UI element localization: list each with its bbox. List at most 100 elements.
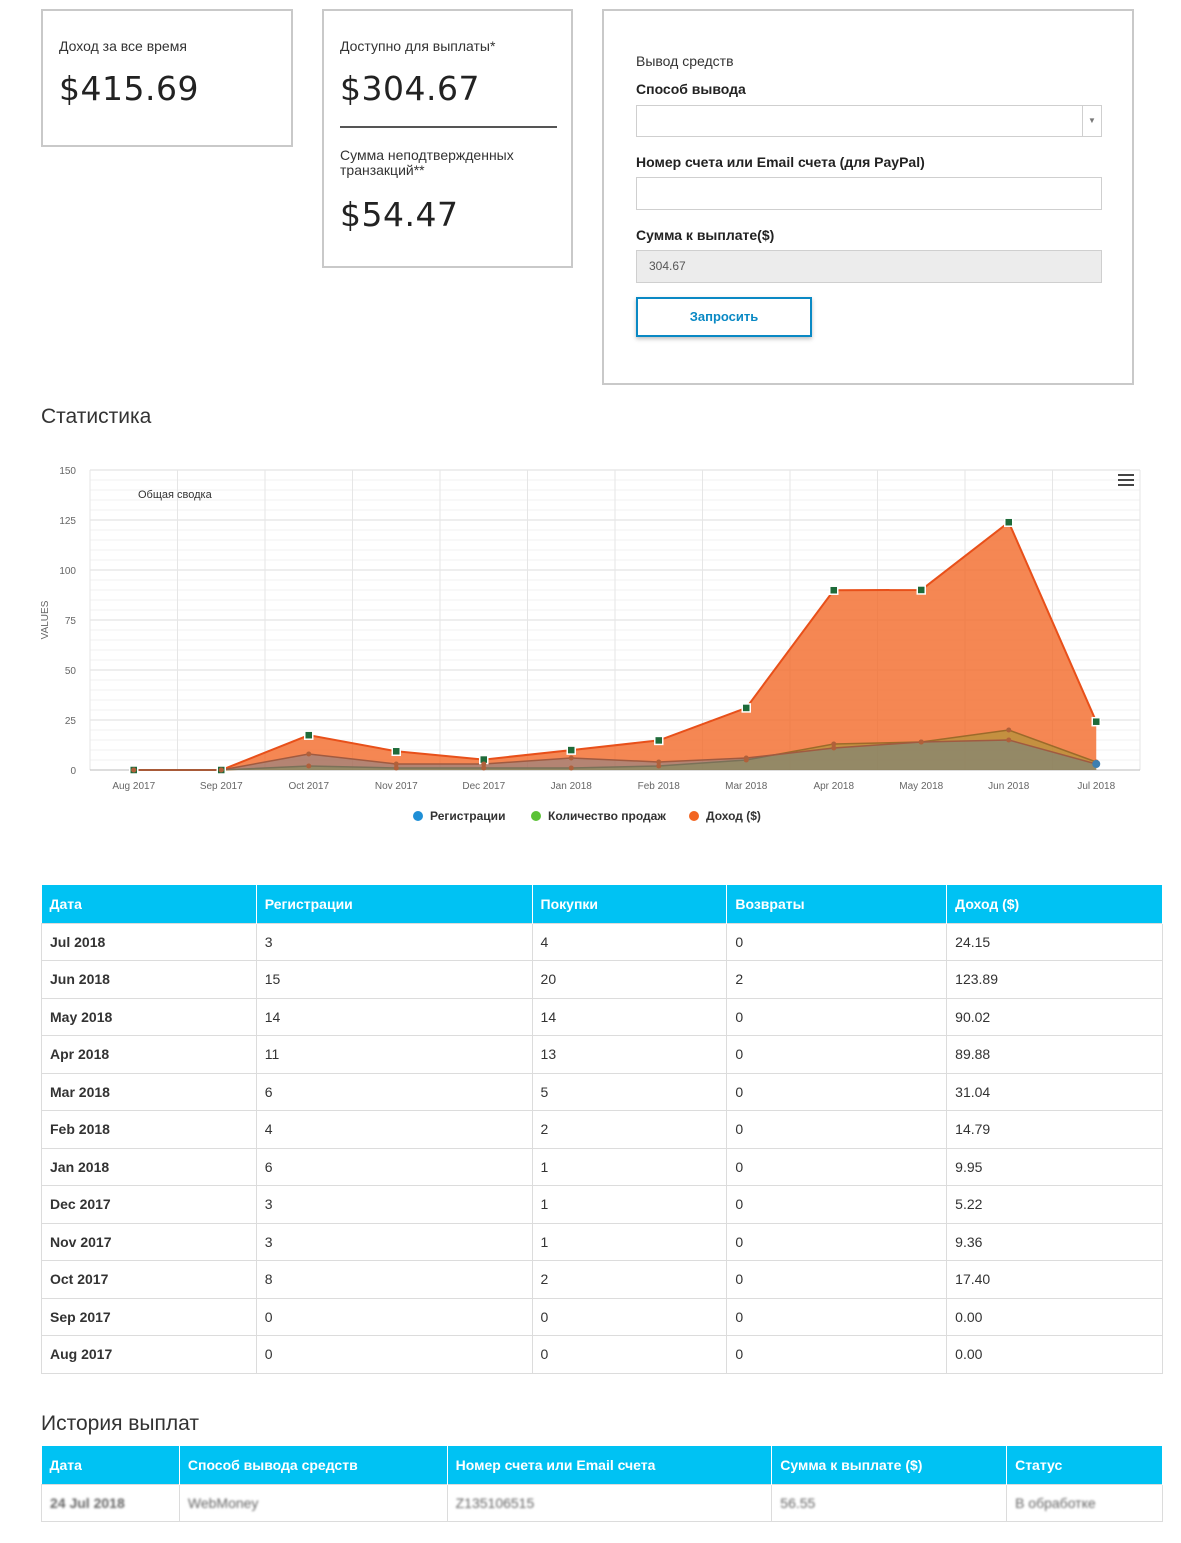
- table-cell: 14: [531, 997, 728, 1036]
- y-tick-label: 75: [65, 616, 77, 627]
- table-row: May 2018 14 14 0 90.02: [41, 997, 1163, 1036]
- table-cell: 4: [531, 922, 728, 961]
- data-point: [916, 585, 926, 595]
- table-cell: 6: [255, 1147, 533, 1186]
- data-point: [568, 755, 574, 761]
- total-income-value: $415.69: [59, 69, 199, 108]
- table-cell: 8: [255, 1260, 533, 1299]
- request-button[interactable]: Запросить: [636, 297, 812, 337]
- x-tick-label: Jun 2018: [988, 781, 1030, 792]
- table-row: Dec 2017 3 1 0 5.22: [41, 1185, 1163, 1224]
- data-point: [656, 763, 662, 769]
- data-point: [131, 767, 137, 773]
- table-row: Feb 2018 4 2 0 14.79: [41, 1110, 1163, 1149]
- payout-history-title: История выплат: [41, 1412, 199, 1435]
- table-cell: 0: [255, 1335, 533, 1374]
- payout-col-header: Сумма к выплате ($): [771, 1446, 1008, 1484]
- table-cell: 123.89: [946, 960, 1163, 999]
- y-tick-label: 50: [65, 666, 77, 677]
- table-cell: 0.00: [946, 1297, 1163, 1336]
- legend-marker: [413, 811, 423, 821]
- table-cell: Z135106515: [446, 1483, 773, 1522]
- chart-title: Общая сводка: [138, 489, 213, 501]
- unconfirmed-label: Сумма неподтвержденных транзакций**: [340, 147, 514, 178]
- table-cell: Aug 2017: [41, 1335, 257, 1374]
- table-cell: 15: [255, 960, 533, 999]
- x-tick-label: Jan 2018: [551, 781, 593, 792]
- table-cell: 0: [726, 1147, 948, 1186]
- account-label: Номер счета или Email счета (для PayPal): [636, 154, 925, 170]
- card-divider: [340, 126, 557, 128]
- stats-col-header: Дата: [41, 885, 257, 923]
- table-cell: 5.22: [946, 1185, 1163, 1224]
- table-row: Apr 2018 11 13 0 89.88: [41, 1035, 1163, 1074]
- stats-title: Статистика: [41, 405, 152, 428]
- table-cell: Jun 2018: [41, 960, 257, 999]
- payout-col-header: Дата: [41, 1446, 180, 1484]
- x-tick-label: Apr 2018: [813, 781, 854, 792]
- table-cell: Nov 2017: [41, 1222, 257, 1261]
- table-row: Mar 2018 6 5 0 31.04: [41, 1072, 1163, 1111]
- table-cell: 0: [531, 1297, 728, 1336]
- table-cell: 0: [726, 1335, 948, 1374]
- x-tick-label: Nov 2017: [375, 781, 418, 792]
- stats-table: Дата Регистрации Покупки Возвраты Доход ($) …: [41, 885, 1163, 1374]
- y-axis-label: VALUES: [40, 600, 51, 639]
- series-area: [133, 740, 1097, 770]
- table-cell: 24 Jul 2018: [41, 1483, 180, 1522]
- table-cell: 11: [255, 1035, 533, 1074]
- data-point: [481, 761, 487, 767]
- data-point: [393, 761, 399, 767]
- data-point: [656, 759, 662, 765]
- data-point: [741, 703, 751, 713]
- table-row: 24 Jul 2018 WebMoney Z135106515 56.55 В обра…: [41, 1483, 1163, 1522]
- table-cell: Oct 2017: [41, 1260, 257, 1299]
- stats-chart-svg: 0 25 50 75 100 125 150 VALUES Aug 2017 Sep 2017 Oc…: [40, 466, 1141, 823]
- table-cell: 0: [726, 922, 948, 961]
- table-cell: WebMoney: [178, 1483, 448, 1522]
- series-area: [133, 522, 1097, 770]
- table-cell: 0: [726, 1260, 948, 1299]
- table-cell: 6: [255, 1072, 533, 1111]
- table-cell: 90.02: [946, 997, 1163, 1036]
- data-point: [1006, 727, 1012, 733]
- payout-table-header: Дата Способ вывода средств Номер счета или…: [41, 1446, 1163, 1484]
- table-cell: 17.40: [946, 1260, 1163, 1299]
- method-label: Способ вывода: [636, 81, 746, 97]
- table-cell: 0: [726, 1185, 948, 1224]
- stats-col-header: Доход ($): [946, 885, 1163, 923]
- data-point: [831, 745, 837, 751]
- chevron-down-icon[interactable]: ▼: [1082, 106, 1101, 136]
- amount-field[interactable]: 304.67: [636, 250, 1102, 283]
- table-cell: 2: [726, 960, 948, 999]
- y-tick-label: 0: [70, 766, 76, 777]
- table-cell: В обработке: [1006, 1483, 1163, 1522]
- table-cell: Jan 2018: [41, 1147, 257, 1186]
- x-tick-label: Feb 2018: [638, 781, 681, 792]
- table-cell: 1: [531, 1185, 728, 1224]
- table-cell: Apr 2018: [41, 1035, 257, 1074]
- menu-icon[interactable]: [1118, 474, 1134, 486]
- table-cell: 9.36: [946, 1222, 1163, 1261]
- series-area: [133, 730, 1097, 770]
- table-cell: 5: [531, 1072, 728, 1111]
- table-cell: 14.79: [946, 1110, 1163, 1149]
- x-tick-label: Jul 2018: [1077, 781, 1115, 792]
- table-cell: 89.88: [946, 1035, 1163, 1074]
- table-row: Aug 2017 0 0 0 0.00: [41, 1335, 1163, 1374]
- account-field[interactable]: [636, 177, 1102, 210]
- payout-col-header: Способ вывода средств: [179, 1446, 448, 1484]
- unconfirmed-value: $54.47: [340, 195, 459, 234]
- table-row: Jun 2018 15 20 2 123.89: [41, 960, 1163, 999]
- table-cell: 0: [726, 1110, 948, 1149]
- data-point: [306, 751, 312, 757]
- table-cell: 2: [531, 1110, 728, 1149]
- table-cell: Sep 2017: [41, 1297, 257, 1336]
- table-row: Jan 2018 6 1 0 9.95: [41, 1147, 1163, 1186]
- table-cell: 0: [726, 1072, 948, 1111]
- total-income-card: Доход за все время $415.69: [41, 9, 293, 147]
- data-point: [831, 741, 837, 747]
- method-select[interactable]: ▼: [636, 105, 1102, 137]
- table-cell: 56.55: [771, 1483, 1008, 1522]
- stats-col-header: Покупки: [532, 885, 728, 923]
